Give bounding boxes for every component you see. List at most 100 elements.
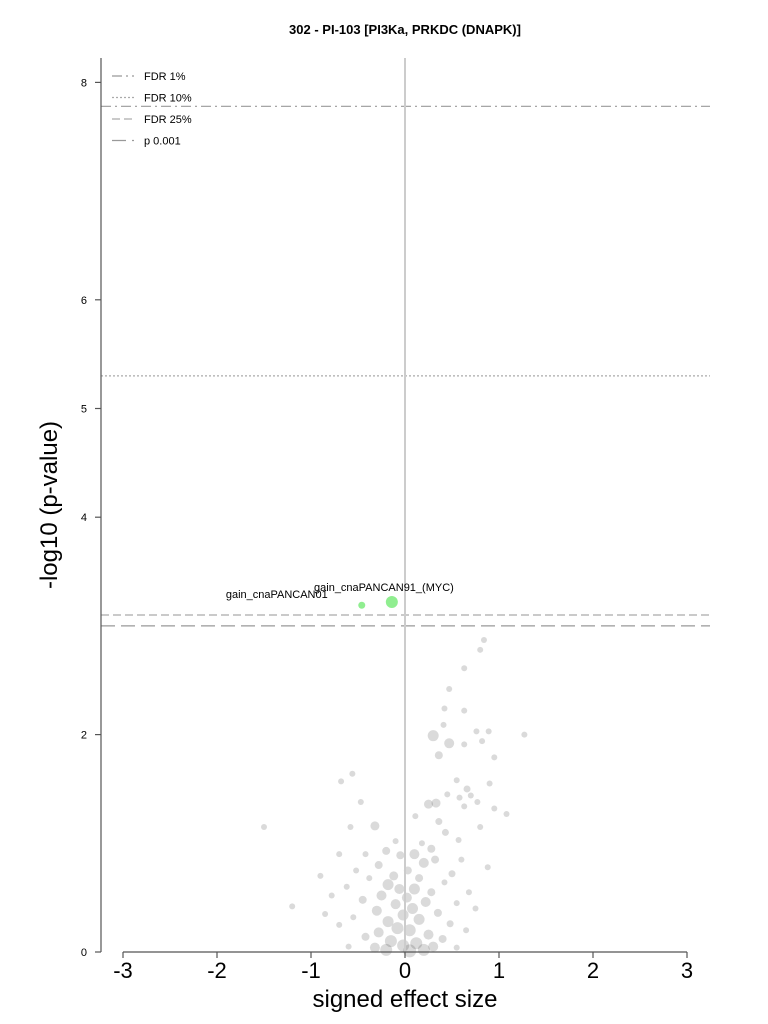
data-point-38 [427, 844, 436, 853]
data-point-98 [317, 872, 324, 879]
highlight-layer: gain_cnaPANCAN91_(MYC)gain_cnaPANCAN01 [226, 582, 454, 609]
data-point-32 [347, 823, 354, 830]
legend-label-0: FDR 1% [144, 71, 186, 83]
data-point-76 [446, 920, 454, 928]
data-point-46 [484, 864, 491, 871]
data-point-0 [480, 637, 487, 644]
legend: FDR 1% FDR 10% FDR 25% p 0.001 [112, 71, 192, 148]
data-point-100 [444, 791, 451, 798]
data-point-86 [428, 941, 439, 952]
y-tick-label-1: 2 [81, 730, 87, 742]
data-point-39 [382, 846, 391, 855]
data-point-72 [350, 914, 357, 921]
data-point-67 [390, 899, 401, 910]
data-point-65 [420, 896, 431, 907]
data-point-25 [474, 798, 481, 805]
data-point-55 [382, 879, 394, 891]
data-point-43 [362, 851, 369, 858]
data-point-80 [423, 929, 434, 940]
data-point-63 [328, 892, 335, 899]
data-point-34 [441, 828, 449, 836]
data-point-57 [408, 883, 420, 895]
data-point-18 [453, 777, 460, 784]
data-point-27 [503, 810, 510, 817]
data-point-62 [401, 892, 412, 903]
data-point-45 [418, 857, 429, 868]
data-point-9 [473, 728, 480, 735]
y-tick-label-2: 4 [81, 512, 87, 524]
data-point-10 [485, 728, 492, 735]
data-point-11 [521, 731, 528, 738]
x-axis-ticks: -3 -2 -1 0 1 2 3 [113, 952, 693, 983]
data-point-70 [433, 908, 442, 917]
data-point-16 [349, 770, 356, 777]
y-tick-label-3: 5 [81, 404, 87, 416]
data-point-87 [369, 942, 380, 953]
data-point-44 [431, 855, 440, 864]
data-point-33 [261, 823, 267, 830]
data-point-74 [413, 913, 425, 925]
highlight-label-1: gain_cnaPANCAN01 [226, 589, 328, 601]
data-point-68 [407, 903, 419, 915]
data-point-101 [486, 780, 493, 787]
data-point-7 [427, 730, 439, 742]
data-point-24 [461, 803, 468, 810]
data-point-42 [336, 851, 343, 858]
data-point-84 [410, 937, 423, 950]
data-point-77 [391, 922, 404, 935]
highlight-point-1 [358, 601, 366, 609]
points-layer [261, 637, 528, 958]
data-point-35 [418, 840, 425, 847]
chart-title: 302 - PI-103 [PI3Ka, PRKDC (DNAPK)] [289, 22, 521, 37]
data-point-91 [380, 943, 393, 956]
data-point-93 [463, 927, 470, 934]
highlight-point-0 [385, 595, 398, 608]
data-point-94 [336, 921, 343, 928]
data-point-6 [440, 721, 447, 728]
data-point-85 [397, 939, 410, 952]
data-point-47 [374, 861, 383, 870]
data-point-41 [396, 851, 405, 860]
y-tick-label-0: 0 [81, 947, 87, 959]
data-point-60 [465, 889, 472, 896]
data-point-89 [345, 943, 352, 950]
legend-label-2: FDR 25% [144, 114, 192, 126]
data-point-31 [370, 821, 380, 831]
x-tick-label-3: 0 [399, 958, 411, 983]
data-point-99 [477, 823, 484, 830]
data-point-71 [397, 909, 409, 921]
y-axis-ticks: 0 2 4 5 6 8 [81, 77, 101, 959]
data-point-81 [361, 932, 370, 941]
x-tick-label-4: 1 [493, 958, 505, 983]
x-tick-label-5: 2 [587, 958, 599, 983]
y-tick-label-4: 6 [81, 295, 87, 307]
data-point-82 [438, 934, 447, 943]
data-point-15 [479, 738, 486, 745]
data-point-50 [448, 870, 456, 878]
data-point-75 [382, 916, 394, 928]
data-point-90 [417, 943, 430, 956]
data-point-8 [444, 738, 455, 749]
data-point-69 [371, 905, 382, 916]
data-point-51 [389, 871, 399, 881]
legend-label-3: p 0.001 [144, 136, 181, 148]
x-tick-label-0: -3 [113, 958, 133, 983]
data-point-78 [403, 924, 416, 937]
data-point-83 [384, 935, 397, 948]
data-point-61 [376, 890, 387, 901]
data-point-73 [289, 903, 296, 910]
data-point-56 [394, 883, 405, 894]
data-point-2 [461, 665, 468, 672]
data-point-14 [491, 754, 498, 761]
data-point-4 [441, 705, 448, 712]
data-point-13 [461, 741, 468, 748]
data-point-58 [343, 883, 350, 890]
data-point-52 [415, 874, 424, 883]
x-tick-label-1: -2 [207, 958, 227, 983]
data-point-64 [358, 895, 367, 904]
data-point-40 [409, 849, 420, 860]
data-point-54 [441, 879, 448, 886]
data-point-23 [424, 799, 433, 809]
y-axis-label: -log10 (p-value) [36, 421, 63, 589]
